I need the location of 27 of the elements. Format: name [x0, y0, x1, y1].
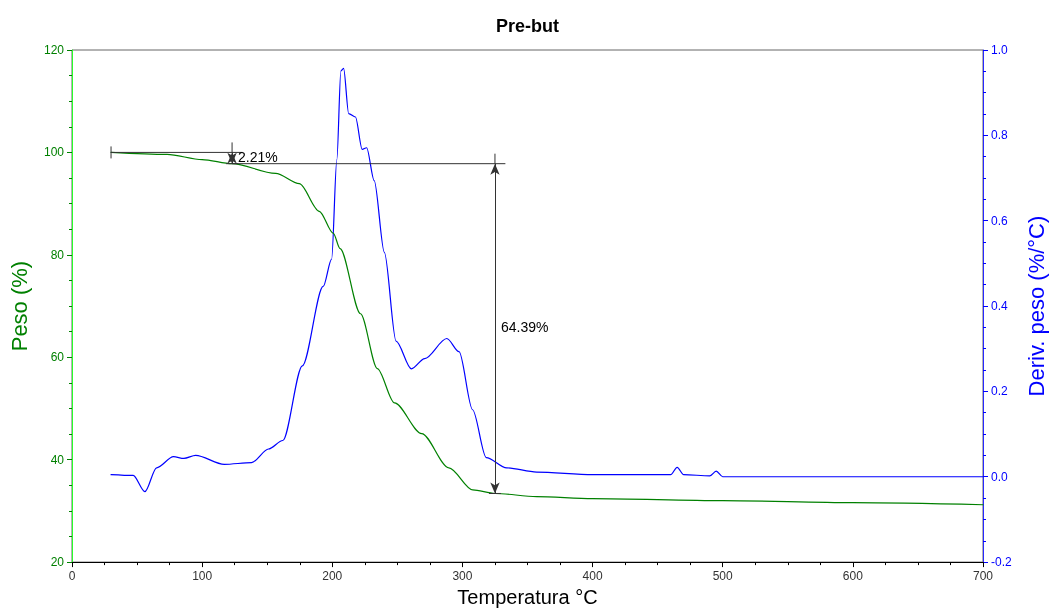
y-tick-label: 20: [50, 555, 65, 570]
y-tick-label: 60: [50, 350, 65, 365]
x-axis-title: Temperatura °C: [457, 586, 598, 608]
y-axis-title: Peso (%): [6, 260, 32, 352]
annotation: 64.39%: [500, 319, 549, 336]
x-tick-label: 500: [712, 569, 734, 584]
y-tick-label: 80: [50, 247, 65, 262]
y2-tick-label: -0.2: [991, 555, 1012, 570]
y2-axis-title: Deriv. peso (%/°C): [1023, 215, 1049, 397]
x-tick-label: 600: [842, 569, 864, 584]
y-tick-label: 120: [43, 43, 65, 57]
x-tick-label: 0: [68, 569, 76, 584]
y2-tick-label: 0.2: [991, 384, 1009, 399]
x-tick-label: 200: [322, 569, 343, 584]
y2-tick-label: 0.4: [991, 299, 1009, 314]
x-tick-label: 700: [972, 569, 994, 584]
chart-title: Pre-but: [496, 16, 560, 36]
annotation: 2.21%: [238, 148, 278, 165]
y2-tick-label: 0.0: [991, 469, 1009, 484]
x-tick-label: 400: [582, 569, 603, 584]
y2-tick-label: 1.0: [991, 43, 1009, 57]
y-tick-label: 100: [43, 145, 65, 160]
x-tick-label: 100: [192, 569, 213, 584]
y-tick-label: 40: [50, 452, 65, 467]
y2-tick-label: 0.8: [991, 128, 1009, 143]
x-tick-label: 300: [452, 569, 473, 584]
y2-tick-label: 0.6: [991, 213, 1009, 228]
